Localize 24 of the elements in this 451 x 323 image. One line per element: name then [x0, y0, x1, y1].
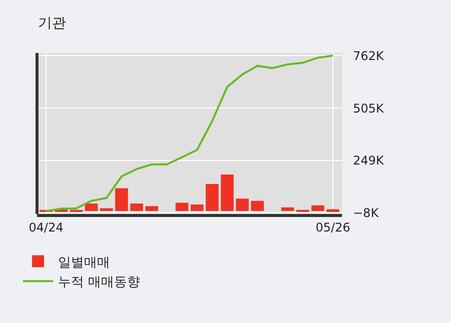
- bar: [206, 184, 219, 212]
- x-tick-label: 05/26: [316, 220, 350, 234]
- legend-label: 일별매매: [58, 255, 110, 270]
- line-series: [45, 54, 334, 212]
- bar: [236, 198, 249, 212]
- y-tick-label: 505K: [353, 101, 385, 116]
- y-tick-label: −8K: [353, 206, 380, 220]
- bar: [251, 200, 264, 212]
- bar: [115, 188, 128, 212]
- bar: [130, 204, 144, 212]
- bar: [84, 204, 98, 212]
- bar: [220, 174, 234, 212]
- bar: [176, 202, 188, 212]
- chart-title: 기관: [38, 16, 66, 32]
- bar: [100, 208, 113, 212]
- bar: [190, 204, 204, 212]
- bar: [326, 209, 340, 212]
- bar: [311, 205, 324, 212]
- y-tick-label: 249K: [353, 153, 385, 168]
- bar: [281, 207, 294, 212]
- legend-label: 누적 매매동향: [58, 275, 140, 290]
- bar: [145, 206, 158, 212]
- x-tick-label: 04/24: [28, 220, 64, 234]
- y-tick-label: 762K: [353, 48, 385, 63]
